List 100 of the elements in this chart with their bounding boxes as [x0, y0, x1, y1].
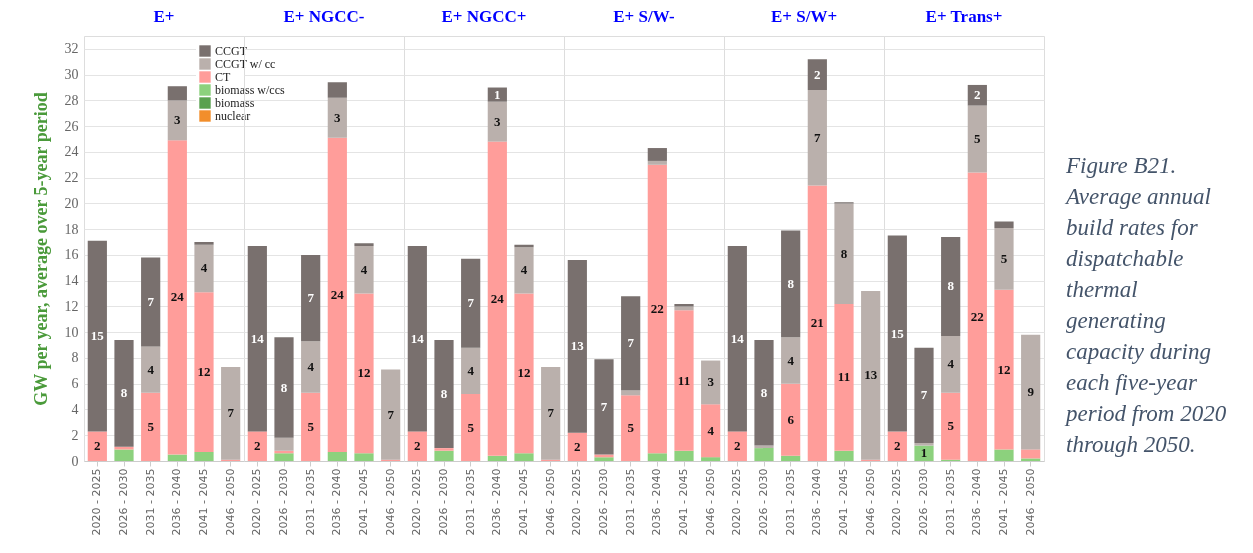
data-label: 4	[200, 260, 208, 276]
data-label: 5	[627, 420, 635, 436]
chart-title: E+ NGCC+	[441, 7, 527, 26]
x-tick-label: 2046 - 2050	[1023, 468, 1037, 536]
y-tick-label: 20	[64, 195, 79, 211]
data-label: 14	[250, 330, 265, 346]
bar	[327, 97, 347, 138]
data-label: 5	[467, 419, 475, 435]
y-axis-title: GW per year, average over 5-year period	[30, 92, 51, 406]
data-label: 8	[840, 245, 848, 261]
chart-title: E+	[153, 7, 175, 26]
bar	[567, 432, 587, 461]
data-label: 8	[440, 386, 448, 402]
data-label: 2	[894, 438, 901, 454]
bar	[887, 431, 907, 461]
bar	[887, 235, 907, 432]
bar	[301, 254, 321, 342]
data-label: 7	[600, 398, 608, 414]
bar	[941, 236, 961, 337]
x-tick-label: 2031 - 2035	[623, 468, 637, 536]
y-tick-label: 16	[64, 247, 79, 263]
y-tick-label: 0	[71, 453, 79, 469]
bar	[754, 339, 774, 446]
data-label: 2	[734, 438, 741, 454]
y-tick-label: 8	[71, 350, 79, 366]
bar	[701, 360, 721, 405]
bar	[167, 86, 187, 101]
data-label: 4	[520, 262, 528, 278]
bar	[87, 431, 107, 461]
data-label: 3	[334, 109, 342, 125]
bar	[647, 148, 667, 161]
bar	[461, 258, 481, 348]
data-label: 24	[490, 290, 505, 306]
bar	[1021, 449, 1041, 459]
bar	[994, 221, 1014, 228]
bar	[407, 431, 427, 461]
bar	[861, 291, 881, 460]
bar	[461, 347, 481, 395]
x-tick-label: 2046 - 2050	[223, 468, 237, 536]
bar	[141, 257, 161, 347]
data-label: 5	[1000, 250, 1008, 266]
x-tick-label: 2036 - 2040	[490, 468, 504, 536]
x-tick-label: 2020 - 2025	[250, 468, 264, 536]
bar	[594, 359, 614, 455]
bar	[274, 453, 294, 461]
bar	[621, 296, 641, 391]
bar	[434, 339, 454, 449]
data-label: 1	[494, 86, 501, 102]
data-label: 7	[627, 335, 635, 351]
bar	[301, 392, 321, 461]
y-tick-label: 10	[64, 324, 79, 340]
bar	[701, 457, 721, 461]
y-tick-label: 2	[71, 427, 79, 443]
bar	[967, 84, 987, 106]
x-tick-label: 2026 - 2030	[917, 468, 930, 536]
data-label: 7	[387, 406, 395, 422]
bar	[647, 160, 667, 165]
data-label: 4	[307, 358, 315, 374]
bar	[327, 82, 347, 98]
x-tick-label: 2020 - 2025	[730, 468, 744, 536]
data-label: 2	[974, 87, 981, 103]
bar	[701, 404, 721, 458]
chart-title: E+ NGCC-	[283, 7, 365, 26]
bar	[247, 245, 267, 432]
data-label: 6	[787, 411, 795, 427]
bar	[354, 243, 374, 246]
x-tick-label: 2031 - 2035	[943, 468, 957, 536]
data-label: 4	[147, 361, 155, 377]
bar	[194, 292, 214, 452]
bar	[914, 445, 934, 461]
data-label: 13	[864, 367, 878, 383]
y-tick-label: 22	[64, 170, 79, 186]
data-label: 5	[307, 418, 315, 434]
data-label: 12	[357, 365, 371, 381]
bar	[994, 227, 1014, 290]
bar	[994, 289, 1014, 450]
data-label: 3	[707, 374, 715, 390]
x-tick-label: 2020 - 2025	[90, 468, 104, 536]
data-label: 4	[947, 356, 955, 372]
data-label: 2	[254, 438, 261, 454]
bar	[301, 341, 321, 393]
bar	[754, 448, 774, 461]
x-tick-label: 2041 - 2045	[517, 468, 530, 536]
bar	[487, 141, 507, 456]
legend-label: biomass w/ccs	[215, 83, 285, 97]
data-label: 8	[280, 379, 288, 395]
x-tick-label: 2026 - 2030	[437, 468, 450, 536]
data-label: 22	[970, 308, 984, 324]
bar	[514, 247, 534, 294]
bar	[514, 453, 534, 461]
legend-label: CCGT w/ cc	[215, 57, 276, 71]
legend-label: biomass	[215, 96, 255, 110]
y-tick-label: 12	[64, 298, 79, 314]
chart-title: E+ Trans+	[925, 7, 1003, 26]
bar	[354, 293, 374, 454]
data-label: 11	[837, 369, 851, 385]
bar	[674, 306, 694, 311]
y-tick-label: 32	[64, 41, 79, 57]
bar	[114, 449, 134, 461]
data-label: 3	[494, 113, 502, 129]
